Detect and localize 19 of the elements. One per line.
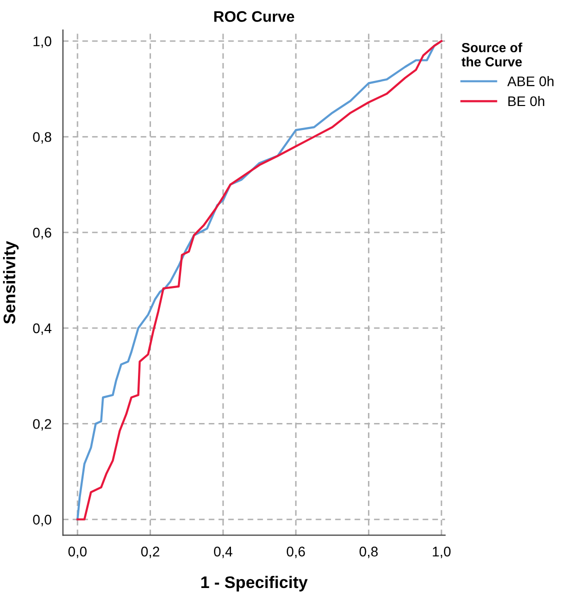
y-axis-title: Sensitivity [3, 241, 19, 324]
y-tick-label: 0,0 [33, 514, 52, 526]
x-tick-label: 1,0 [432, 546, 451, 558]
x-axis-title: 1 - Specificity [201, 576, 308, 592]
legend-label: BE 0h [508, 96, 544, 106]
y-tick-label: 1,0 [34, 36, 52, 48]
x-tick-label: 0,6 [286, 546, 305, 558]
y-tick-label: 0,6 [33, 228, 52, 240]
y-tick-label: 0,8 [33, 132, 52, 144]
legend-title: Source of the Curve [462, 42, 522, 67]
x-tick-label: 0,4 [214, 546, 232, 558]
x-tick-label: 0,2 [141, 546, 160, 558]
x-tick-label: 0,8 [360, 546, 378, 558]
y-tick-label: 0,4 [33, 323, 52, 335]
x-tick-label: 0,0 [68, 546, 87, 558]
line-series [76, 40, 442, 520]
chart-title: ROC Curve [214, 11, 294, 22]
legend-label: ABE 0h [507, 76, 554, 86]
y-tick-label: 0,2 [33, 419, 52, 431]
